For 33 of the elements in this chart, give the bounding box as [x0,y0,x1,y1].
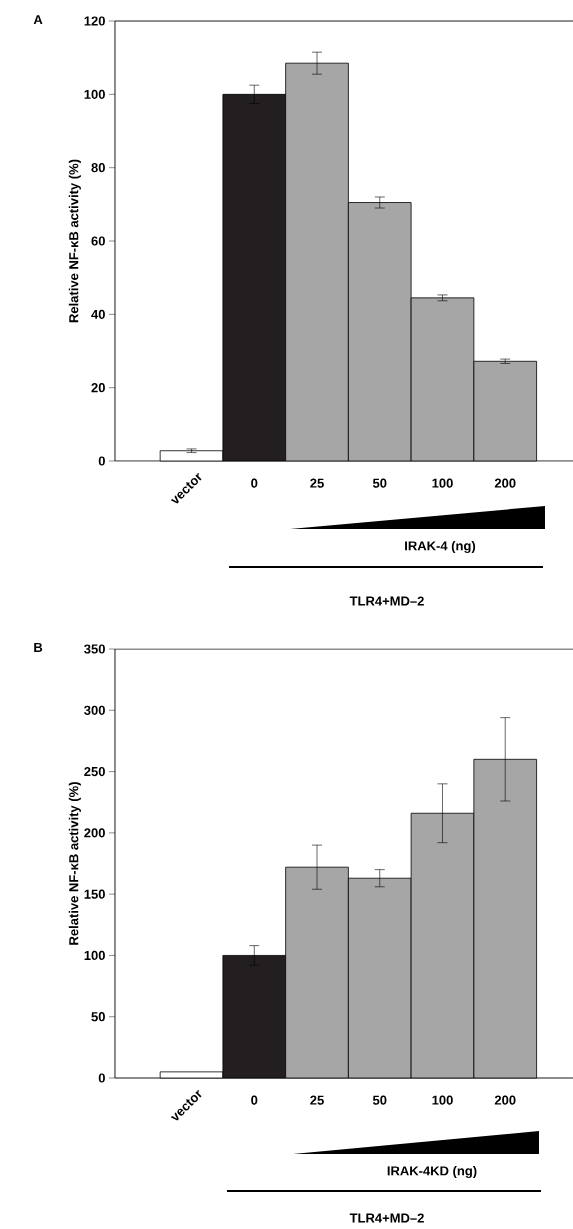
chart-title: A [33,15,43,25]
y-axis-title: Relative NF-κB activity (%) [68,782,81,945]
y-tick-label: 200 [84,828,105,838]
y-axis-title: Relative NF-κB activity (%) [68,159,81,323]
y-tick-label: 20 [91,383,105,393]
y-tick-label: 150 [84,889,105,899]
text: IRAK-4 (ng) [404,540,475,554]
x-tick-label: 100 [432,1095,453,1105]
y-tick-label: 0 [98,1073,105,1083]
y-tick-label: 120 [84,16,105,26]
y-tick-label: 250 [84,766,105,777]
x-tick-label: 100 [432,478,453,488]
x-tick-label: 0 [250,1095,258,1105]
y-tick-label: 350 [83,644,105,654]
y-tick-label: 40 [90,309,105,319]
y-tick-label: 50 [91,1012,105,1022]
x-tick-label: 0 [250,478,258,488]
chart-title: B [34,642,42,652]
y-tick-label: 60 [91,236,105,246]
y-tick-label: 80 [91,163,105,173]
x-tick-label: 200 [494,478,516,488]
text: TLR4+MD–2 [349,1213,424,1223]
text: TLR4+MD–2 [349,596,424,606]
y-tick-label: 0 [98,456,105,466]
x-tick-label: 50 [372,1095,387,1105]
x-tick-label: 25 [310,1095,324,1105]
text: IRAK-4KD (ng) [387,1165,477,1179]
y-tick-label: 300 [83,705,105,715]
x-tick-label: 50 [372,478,387,488]
y-tick-label: 100 [84,950,105,961]
y-tick-label: 100 [84,89,105,99]
x-tick-label: 25 [310,478,324,488]
x-tick-label: 200 [494,1095,516,1105]
